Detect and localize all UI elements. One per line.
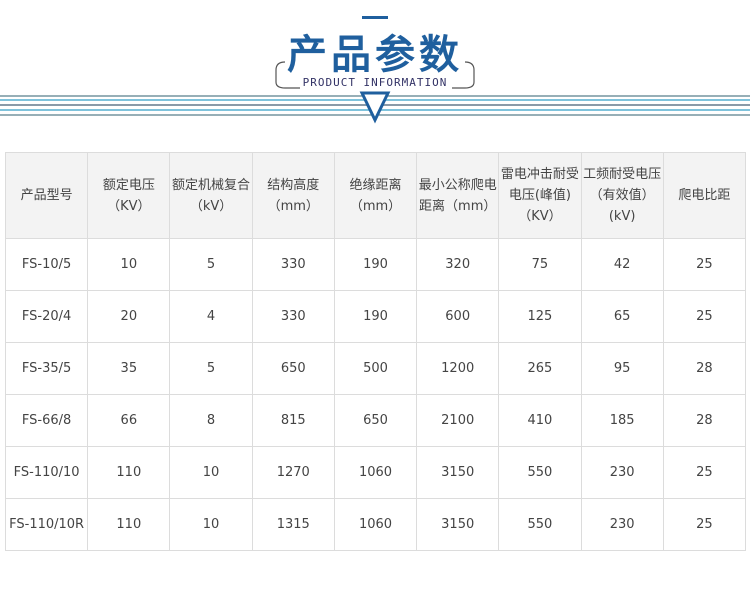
column-header: 额定电压（KV） xyxy=(87,152,171,239)
column-header: 产品型号 xyxy=(4,152,89,239)
table-cell: 650 xyxy=(333,394,418,447)
table-cell: 1060 xyxy=(333,446,418,499)
table-cell: 3150 xyxy=(416,446,500,499)
table-cell: 4 xyxy=(169,290,253,343)
table-cell: 42 xyxy=(580,238,664,291)
table-cell: 3150 xyxy=(416,498,500,551)
table-cell: 1060 xyxy=(333,498,418,551)
table-cell: 190 xyxy=(333,238,418,291)
table-cell: 190 xyxy=(333,290,418,343)
column-header: 爬电比距 xyxy=(662,152,747,239)
page-title: 产品参数 xyxy=(287,32,463,78)
column-header: 额定机械复合（kV） xyxy=(169,152,253,239)
table-cell: 265 xyxy=(498,342,582,395)
column-header: 工频耐受电压（有效值）(kV) xyxy=(580,152,664,239)
table-cell: 330 xyxy=(251,238,335,291)
table-cell: 2100 xyxy=(416,394,500,447)
table-cell: 28 xyxy=(662,394,747,447)
table-cell: 815 xyxy=(251,394,335,447)
table-cell: 5 xyxy=(169,238,253,291)
table-cell: 230 xyxy=(580,498,664,551)
table-cell: 230 xyxy=(580,446,664,499)
header-decoration xyxy=(0,16,750,124)
table-cell: 650 xyxy=(251,342,335,395)
column-header: 结构高度（mm） xyxy=(251,152,335,239)
table-row: FS-110/10R 110 10 1315 1060 3150 550 230 25 xyxy=(4,498,747,551)
table-cell: 550 xyxy=(498,446,582,499)
table-row: FS-110/10 110 10 1270 1060 3150 550 230 25 xyxy=(4,446,747,499)
table-cell: 185 xyxy=(580,394,664,447)
table-cell: 75 xyxy=(498,238,582,291)
table-cell: 500 xyxy=(333,342,418,395)
table-cell: 550 xyxy=(498,498,582,551)
product-spec-table: 产品型号 额定电压（KV） 额定机械复合（kV） 结构高度（mm） 绝缘距离（mm） 最小… xyxy=(4,152,747,551)
table-cell: 95 xyxy=(580,342,664,395)
table-cell: 110 xyxy=(87,498,171,551)
table-cell: 410 xyxy=(498,394,582,447)
table-cell: 10 xyxy=(87,238,171,291)
column-header: 雷电冲击耐受电压(峰值)（KV） xyxy=(498,152,582,239)
table-cell: 25 xyxy=(662,498,747,551)
table-cell: 20 xyxy=(87,290,171,343)
table-cell: 25 xyxy=(662,446,747,499)
table-cell: FS-35/5 xyxy=(4,342,89,395)
table-cell: 110 xyxy=(87,446,171,499)
page-subtitle: PRODUCT INFORMATION xyxy=(302,76,448,89)
table-cell: FS-20/4 xyxy=(4,290,89,343)
table-cell: 66 xyxy=(87,394,171,447)
table-cell: 10 xyxy=(169,446,253,499)
table-row: FS-20/4 20 4 330 190 600 125 65 25 xyxy=(4,290,747,343)
table-cell: 65 xyxy=(580,290,664,343)
table-cell: 8 xyxy=(169,394,253,447)
table-cell: 125 xyxy=(498,290,582,343)
column-header: 最小公称爬电距离（mm） xyxy=(416,152,500,239)
table-cell: FS-10/5 xyxy=(4,238,89,291)
table-cell: 25 xyxy=(662,290,747,343)
table-cell: 330 xyxy=(251,290,335,343)
table-header-row: 产品型号 额定电压（KV） 额定机械复合（kV） 结构高度（mm） 绝缘距离（mm） 最小… xyxy=(4,152,747,239)
column-header: 绝缘距离（mm） xyxy=(333,152,418,239)
table-cell: FS-66/8 xyxy=(4,394,89,447)
table-cell: FS-110/10R xyxy=(4,498,89,551)
table-cell: 1200 xyxy=(416,342,500,395)
table-cell: 320 xyxy=(416,238,500,291)
table-cell: 1315 xyxy=(251,498,335,551)
table-cell: 35 xyxy=(87,342,171,395)
table-row: FS-10/5 10 5 330 190 320 75 42 25 xyxy=(4,238,747,291)
table-cell: 28 xyxy=(662,342,747,395)
table-cell: 10 xyxy=(169,498,253,551)
table-cell: 1270 xyxy=(251,446,335,499)
section-header: 产品参数 PRODUCT INFORMATION xyxy=(0,0,750,125)
table-row: FS-66/8 66 8 815 650 2100 410 185 28 xyxy=(4,394,747,447)
table-cell: 600 xyxy=(416,290,500,343)
table-cell: 25 xyxy=(662,238,747,291)
table-cell: 5 xyxy=(169,342,253,395)
table-cell: FS-110/10 xyxy=(4,446,89,499)
table-row: FS-35/5 35 5 650 500 1200 265 95 28 xyxy=(4,342,747,395)
